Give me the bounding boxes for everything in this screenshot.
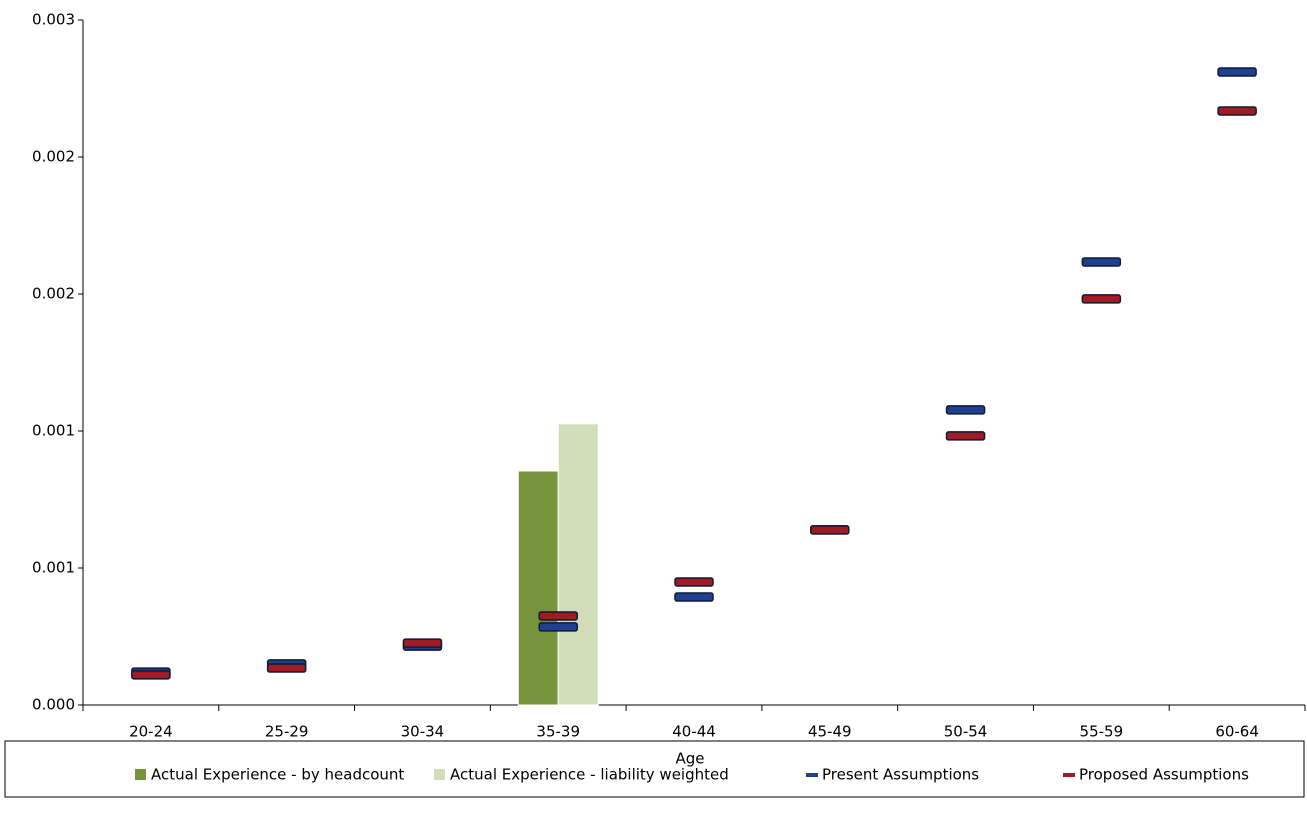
marker: [131, 670, 171, 680]
marker: [1081, 294, 1122, 304]
marker: [538, 611, 578, 621]
bar: [557, 423, 599, 706]
y-tick-label: 0.001: [32, 422, 75, 440]
legend-label: Actual Experience - by headcount: [151, 766, 404, 784]
marker: [538, 622, 578, 632]
y-tick-label: 0.002: [32, 148, 75, 166]
legend-swatch: [434, 769, 445, 780]
y-tick-label: 0.002: [32, 285, 75, 303]
marker: [1217, 67, 1257, 77]
x-tick-label: 45-49: [808, 723, 852, 741]
x-tick-label: 55-59: [1080, 723, 1124, 741]
legend-label: Present Assumptions: [822, 766, 979, 784]
x-tick-label: 30-34: [401, 723, 445, 741]
x-tick-label: 35-39: [536, 723, 580, 741]
x-tick-label: 50-54: [944, 723, 988, 741]
x-tick-label: 40-44: [672, 723, 716, 741]
bar: [517, 470, 559, 706]
x-tick-label: 25-29: [265, 723, 309, 741]
x-tick-label: 60-64: [1215, 723, 1259, 741]
legend-label: Proposed Assumptions: [1079, 766, 1249, 784]
y-tick-label: 0.003: [32, 11, 75, 29]
marker: [810, 525, 850, 535]
marker: [1217, 106, 1257, 116]
marker: [266, 663, 307, 673]
marker: [402, 638, 443, 648]
legend-swatch: [806, 773, 818, 777]
legend-swatch: [135, 769, 146, 780]
legend-label: Actual Experience - liability weighted: [450, 766, 729, 784]
marker: [945, 405, 986, 415]
marker: [945, 431, 986, 441]
marker: [674, 577, 714, 587]
legend-swatch: [1063, 773, 1075, 777]
legend-box: [4, 740, 1305, 798]
marker: [674, 592, 714, 602]
x-tick-label: 20-24: [129, 723, 173, 741]
marker: [1081, 257, 1122, 267]
y-tick-label: 0.000: [32, 696, 75, 714]
y-tick-label: 0.001: [32, 559, 75, 577]
x-axis-title: Age: [675, 750, 704, 768]
